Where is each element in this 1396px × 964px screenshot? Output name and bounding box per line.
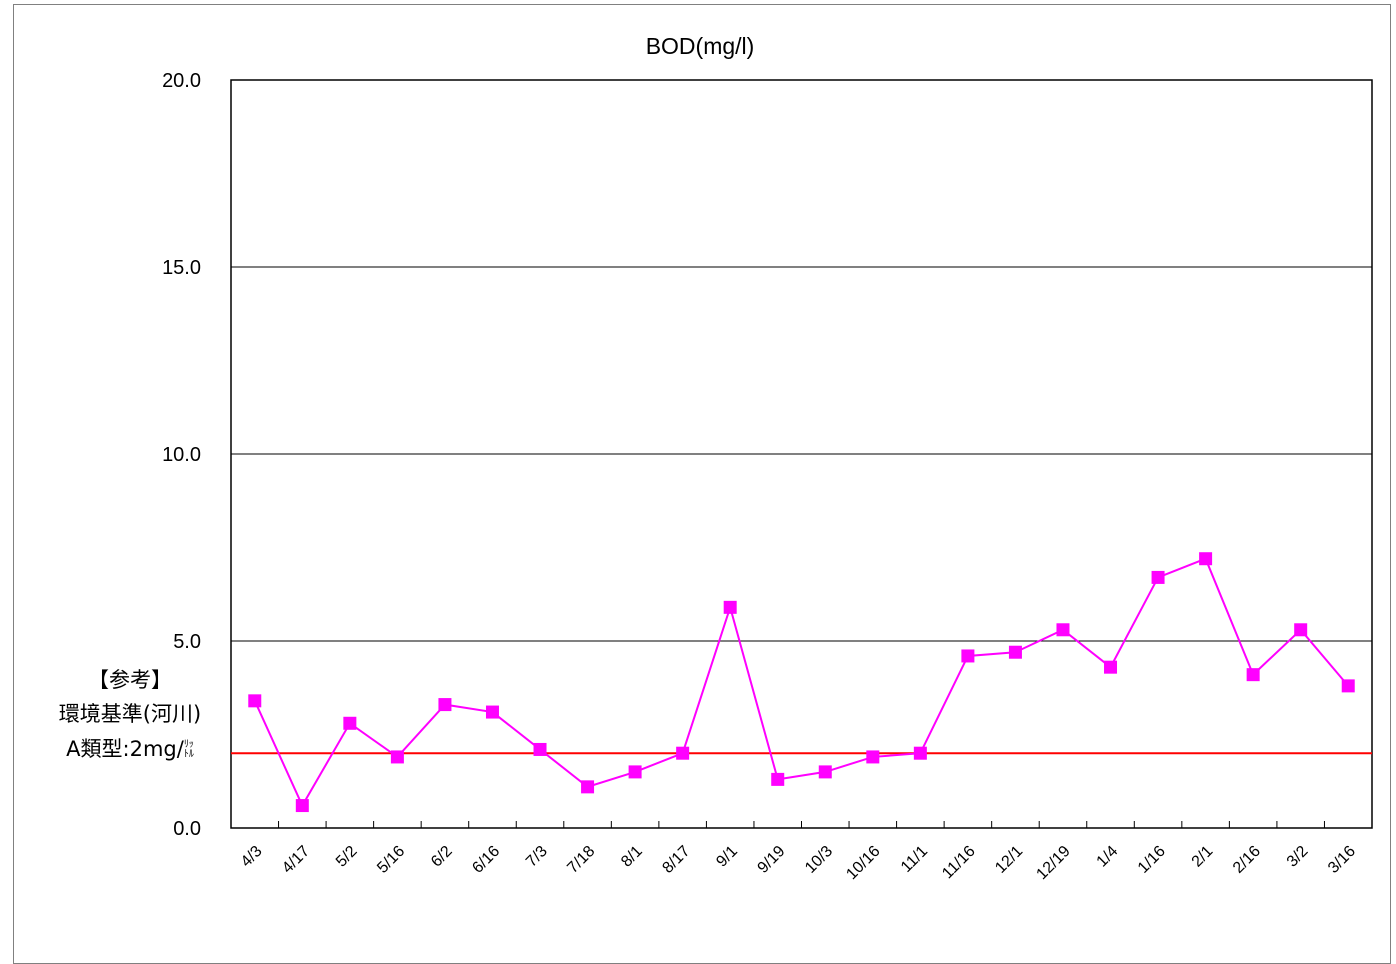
- data-point-marker: [1104, 660, 1118, 674]
- x-tick-label: 3/16: [1325, 843, 1359, 877]
- data-point-marker: [1294, 623, 1308, 637]
- data-point-marker: [628, 765, 642, 779]
- chart-title: BOD(mg/l): [646, 33, 755, 59]
- x-tick-label: 11/1: [898, 843, 931, 876]
- x-tick-label: 9/19: [755, 843, 789, 877]
- data-point-marker: [1008, 645, 1022, 659]
- data-point-marker: [438, 698, 452, 712]
- data-point-marker: [771, 772, 785, 786]
- x-tick-label: 12/1: [992, 843, 1026, 877]
- data-point-marker: [1246, 668, 1260, 682]
- y-axis-tick-labels: 0.0 5.0 10.0 15.0 20.0: [162, 70, 201, 840]
- data-point-marker: [1056, 623, 1070, 637]
- reference-note-unit-top: ﾘｯ: [183, 739, 194, 750]
- y-tick-label: 10.0: [162, 444, 201, 466]
- x-tick-label: 6/16: [469, 843, 503, 877]
- y-tick-label: 15.0: [162, 257, 201, 279]
- data-point-marker: [248, 694, 262, 708]
- data-point-marker: [581, 780, 595, 794]
- x-tick-label: 12/19: [1033, 843, 1073, 883]
- data-point-marker: [485, 705, 499, 719]
- y-tick-label: 5.0: [173, 631, 201, 653]
- data-point-marker: [1341, 679, 1355, 693]
- x-axis-tick-labels: 4/3 4/17 5/2 5/16 6/2 6/16 7/3 7/18 8/1 8/17 9/1 9/…: [238, 843, 1359, 883]
- series-line: [253, 557, 1349, 808]
- data-point-marker: [1151, 570, 1165, 584]
- reference-note-heading: 【参考】: [88, 668, 172, 692]
- x-tick-label: 10/16: [843, 843, 883, 883]
- x-tick-label: 8/1: [618, 843, 646, 871]
- data-point-marker: [343, 716, 357, 730]
- data-point-marker: [723, 600, 737, 614]
- data-point-marker: [676, 746, 690, 760]
- x-tick-label: 2/1: [1189, 843, 1217, 871]
- x-tick-label: 8/17: [659, 843, 693, 877]
- x-tick-label: 5/2: [333, 843, 361, 871]
- x-tick-label: 1/16: [1135, 843, 1169, 877]
- reference-note-unit-bottom: ﾄﾙ: [183, 749, 194, 760]
- x-tick-label: 4/17: [279, 843, 313, 877]
- reference-note-unit: ﾘｯ ﾄﾙ: [184, 740, 194, 760]
- reference-note-class: A類型:2mg/ﾘｯ ﾄﾙ: [30, 733, 230, 763]
- x-tick-label: 5/16: [374, 843, 408, 877]
- data-point-marker: [533, 742, 547, 756]
- data-point-marker: [866, 750, 880, 764]
- data-point-marker: [1199, 552, 1213, 566]
- y-tick-label: 0.0: [173, 818, 201, 840]
- data-point-marker: [913, 746, 927, 760]
- y-tick-label: 20.0: [162, 70, 201, 92]
- x-tick-label: 11/16: [939, 843, 979, 883]
- gridlines: [231, 266, 1372, 828]
- x-tick-label: 2/16: [1230, 843, 1264, 877]
- x-tick-label: 9/1: [713, 843, 741, 871]
- plot-area: [230, 79, 1373, 829]
- reference-note-standard: 環境基準(河川): [58, 702, 202, 726]
- data-point-marker: [390, 750, 404, 764]
- data-point-marker: [818, 765, 832, 779]
- data-point-marker: [961, 649, 975, 663]
- x-tick-label: 10/3: [802, 843, 836, 877]
- x-tick-label: 1/4: [1094, 843, 1122, 871]
- x-tick-label: 6/2: [428, 843, 456, 871]
- x-tick-label: 4/3: [238, 843, 266, 871]
- x-tick-label: 7/18: [564, 843, 598, 877]
- x-tick-label: 3/2: [1284, 843, 1312, 871]
- series-layer: [248, 552, 1355, 813]
- data-point-marker: [295, 799, 309, 813]
- x-tick-label: 7/3: [523, 843, 551, 871]
- reference-note-class-text: A類型:2mg/: [66, 737, 184, 761]
